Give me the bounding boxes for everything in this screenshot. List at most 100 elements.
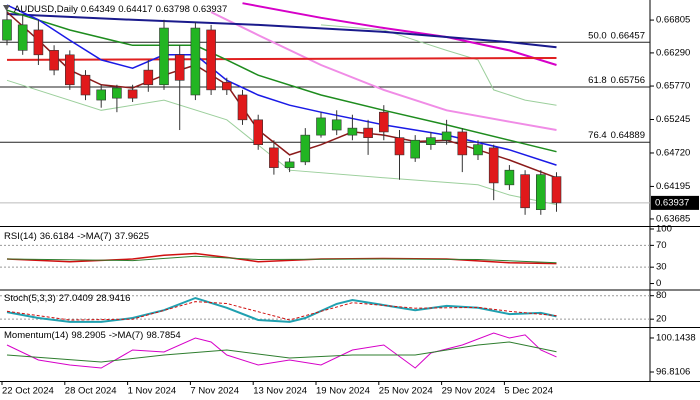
candle-body — [237, 94, 248, 121]
x-tick-label: 22 Oct 2024 — [2, 386, 54, 397]
indicator-line — [6, 301, 557, 321]
ohlc-open: 0.64349 — [81, 4, 115, 15]
y-tick-label: 0.65245 — [656, 114, 690, 125]
y-tick-label: 96.8106 — [656, 367, 690, 378]
indicator-line — [6, 332, 557, 369]
x-tick-label: 28 Oct 2024 — [65, 386, 117, 397]
x-tick-label: 19 Nov 2024 — [316, 386, 370, 397]
indicator-line — [6, 296, 557, 323]
indicator-line — [242, 2, 557, 66]
x-tick-label: 1 Nov 2024 — [128, 386, 177, 397]
candle-body — [206, 29, 216, 91]
x-tick-label: 13 Nov 2024 — [253, 386, 307, 397]
y-tick-label: 0.66805 — [656, 15, 690, 26]
indicator-ma-value: 28.9416 — [96, 293, 130, 304]
candle-body — [316, 117, 326, 136]
y-tick-label: 0.64195 — [656, 181, 690, 192]
x-tick-label: 25 Nov 2024 — [379, 386, 433, 397]
candle-body — [222, 81, 232, 91]
candle-body — [49, 50, 59, 71]
indicator-line — [6, 255, 557, 264]
fib-name: 50.0 — [588, 30, 607, 41]
header-icon — [3, 5, 10, 11]
indicator-header: Stoch(5,3,3) 27.0409 28.9416 — [4, 293, 130, 304]
y-tick-label: 0 — [656, 278, 661, 289]
indicator-header: RSI(14) 36.6184 ->MA(7) 37.9625 — [4, 231, 149, 242]
ohlc-close: 0.63937 — [193, 4, 227, 15]
candle-body — [426, 137, 436, 145]
candle-body — [457, 131, 468, 156]
candle-body — [253, 119, 263, 145]
candle-body — [2, 19, 12, 41]
candle-body — [96, 89, 106, 101]
indicator-ma-value: 37.9625 — [115, 231, 149, 242]
candle-body — [143, 69, 154, 86]
indicator-line — [6, 13, 557, 49]
fib-label: 76.4 0.64889 — [588, 130, 645, 141]
fib-name: 76.4 — [588, 130, 607, 141]
y-tick-label: 100.1438 — [656, 332, 696, 343]
candle-body — [33, 29, 44, 56]
indicator-line — [6, 9, 557, 153]
y-tick-label: 100 — [656, 224, 672, 235]
x-tick-label: 7 Nov 2024 — [190, 386, 239, 397]
candle-body — [441, 131, 452, 141]
candle-body — [300, 134, 311, 163]
candle-body — [65, 54, 75, 86]
indicator-line — [6, 341, 557, 363]
candle-body — [284, 161, 295, 168]
chart-header: AUDUSD,Daily 0.64349 0.64417 0.63798 0.63937 — [14, 4, 227, 15]
indicator-ma-value: 98.7854 — [146, 330, 180, 341]
x-tick-label: 29 Nov 2024 — [442, 386, 496, 397]
candle-body — [488, 147, 499, 184]
y-tick-label: 70 — [656, 240, 667, 251]
candle-body — [363, 127, 373, 138]
candle-body — [17, 24, 28, 51]
candle-body — [159, 27, 169, 86]
candle-body — [504, 169, 515, 186]
candle-body — [473, 144, 483, 156]
fib-label: 61.8 0.65756 — [588, 74, 645, 85]
indicator-value: 98.2905 — [71, 330, 105, 341]
fib-value: 0.64889 — [611, 130, 645, 141]
indicator-name: Momentum(14) — [4, 330, 68, 341]
fib-value: 0.66457 — [611, 30, 645, 41]
candle-body — [331, 119, 342, 131]
candle-body — [347, 127, 358, 136]
indicator-name: RSI(14) — [4, 231, 37, 242]
fib-label: 50.0 0.66457 — [588, 30, 645, 41]
y-tick-label: 80 — [656, 290, 667, 301]
symbol: AUDUSD,Daily — [14, 4, 78, 15]
candle-body — [127, 89, 138, 99]
fib-value: 0.65756 — [611, 74, 645, 85]
candle-body — [112, 87, 122, 99]
y-tick-label: 30 — [656, 262, 667, 273]
indicator-ma-name: ->MA(7) — [77, 231, 112, 242]
y-tick-label: 0.64720 — [656, 147, 690, 158]
indicator-line — [210, 11, 557, 131]
indicator-value: 27.0409 — [59, 293, 93, 304]
y-tick-label: 0.63685 — [656, 213, 690, 224]
indicator-header: Momentum(14) 98.2905 ->MA(7) 98.7854 — [4, 330, 181, 341]
candle-body — [410, 139, 421, 159]
candle-body — [269, 147, 279, 168]
candle-body — [80, 74, 91, 96]
price-box — [651, 195, 699, 210]
fib-name: 61.8 — [588, 74, 607, 85]
indicator-ma-name: ->MA(7) — [109, 330, 144, 341]
y-tick-label: 20 — [656, 314, 667, 325]
candle-body — [535, 174, 546, 211]
ohlc-high: 0.64417 — [118, 4, 152, 15]
candle-body — [520, 174, 530, 209]
candle-body — [190, 27, 201, 96]
y-tick-label: 0.65770 — [656, 81, 690, 92]
candle-body — [551, 176, 562, 204]
candle-body — [378, 111, 389, 133]
ohlc-low: 0.63798 — [156, 4, 190, 15]
y-tick-label: 0.66290 — [656, 47, 690, 58]
candle-body — [174, 54, 185, 81]
x-tick-label: 5 Dec 2024 — [504, 386, 553, 397]
indicator-name: Stoch(5,3,3) — [4, 293, 56, 304]
